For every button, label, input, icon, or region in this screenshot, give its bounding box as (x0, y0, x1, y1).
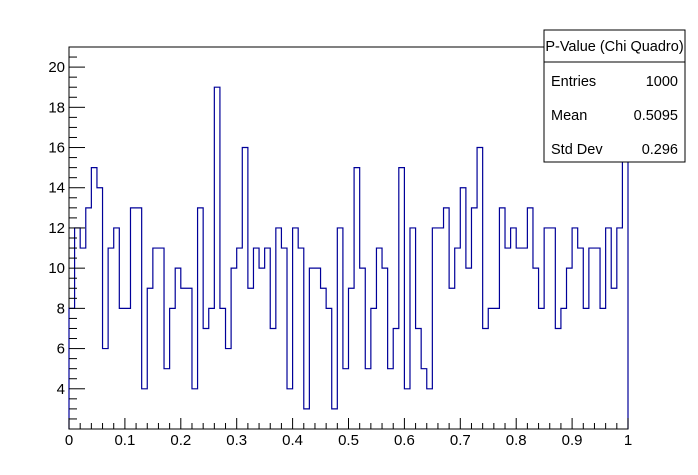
stats-box: P-Value (Chi Quadro) Entries 1000 Mean 0… (543, 29, 686, 163)
stats-stddev-value: 0.296 (642, 142, 678, 158)
y-tick-label: 20 (48, 59, 65, 76)
x-tick-label: 1 (624, 432, 632, 449)
y-tick-label: 10 (48, 260, 65, 277)
x-tick-label: 0.5 (338, 432, 359, 449)
stats-mean-value: 0.5095 (634, 108, 678, 124)
x-tick-label: 0.6 (394, 432, 415, 449)
y-axis: 4 6 8 10 12 14 16 18 20 (48, 46, 85, 430)
x-tick-label: 0.2 (170, 432, 191, 449)
histogram-series-line (68, 86, 629, 429)
x-tick-label: 0 (65, 432, 73, 449)
x-tick-label: 0.3 (226, 432, 247, 449)
y-tick-label: 6 (57, 341, 65, 358)
x-tick-label: 0.9 (562, 432, 583, 449)
stats-box-frame (543, 29, 686, 163)
y-tick-label: 8 (57, 300, 65, 317)
stats-mean-label: Mean (551, 108, 587, 124)
x-tick-label: 0.4 (282, 432, 303, 449)
y-tick-label: 12 (48, 220, 65, 237)
stats-box-title: P-Value (Chi Quadro) (545, 39, 683, 55)
y-tick-label: 4 (57, 381, 65, 398)
y-tick-label: 18 (48, 99, 65, 116)
x-tick-label: 0.7 (450, 432, 471, 449)
x-tick-label: 0.8 (506, 432, 527, 449)
stats-stddev-label: Std Dev (551, 142, 603, 158)
x-axis: 0 0.1 0.2 0.3 0.4 0.5 0.6 0.7 0.8 0.9 1 (65, 418, 632, 449)
y-tick-label: 16 (48, 140, 65, 157)
stats-entries-value: 1000 (646, 74, 678, 90)
x-tick-label: 0.1 (114, 432, 135, 449)
stats-entries-label: Entries (551, 74, 596, 90)
y-tick-label: 14 (48, 180, 65, 197)
